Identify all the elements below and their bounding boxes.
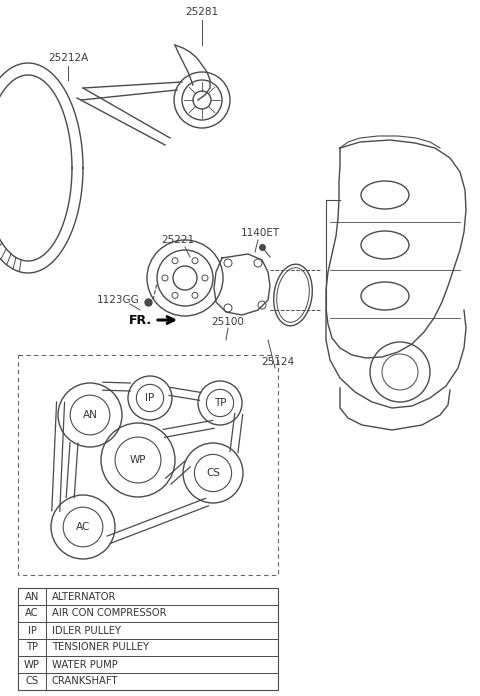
Text: IP: IP: [145, 393, 155, 403]
Text: WP: WP: [24, 660, 40, 670]
Text: CS: CS: [25, 677, 38, 686]
Text: AIR CON COMPRESSOR: AIR CON COMPRESSOR: [52, 608, 167, 619]
Text: CS: CS: [206, 468, 220, 478]
Text: FR.: FR.: [129, 313, 152, 326]
Bar: [18, 588, 278, 690]
Text: WATER PUMP: WATER PUMP: [52, 660, 118, 670]
Text: TENSIONER PULLEY: TENSIONER PULLEY: [52, 642, 149, 653]
Text: AC: AC: [25, 608, 39, 619]
Text: 25221: 25221: [161, 235, 194, 245]
Text: IP: IP: [27, 626, 36, 635]
Text: IDLER PULLEY: IDLER PULLEY: [52, 626, 121, 635]
Text: 1123GG: 1123GG: [96, 295, 139, 305]
Text: AN: AN: [25, 592, 39, 601]
Text: AN: AN: [83, 410, 97, 420]
Text: 25212A: 25212A: [48, 53, 88, 63]
Text: 25281: 25281: [185, 7, 218, 17]
Text: AC: AC: [76, 522, 90, 532]
Bar: [18, 355, 278, 575]
Text: ALTERNATOR: ALTERNATOR: [52, 592, 116, 601]
Text: 25124: 25124: [262, 357, 295, 367]
Text: 1140ET: 1140ET: [240, 228, 279, 238]
Text: CRANKSHAFT: CRANKSHAFT: [52, 677, 119, 686]
Text: 25100: 25100: [212, 317, 244, 327]
Text: TP: TP: [26, 642, 38, 653]
Text: WP: WP: [130, 455, 146, 465]
Text: TP: TP: [214, 398, 226, 408]
